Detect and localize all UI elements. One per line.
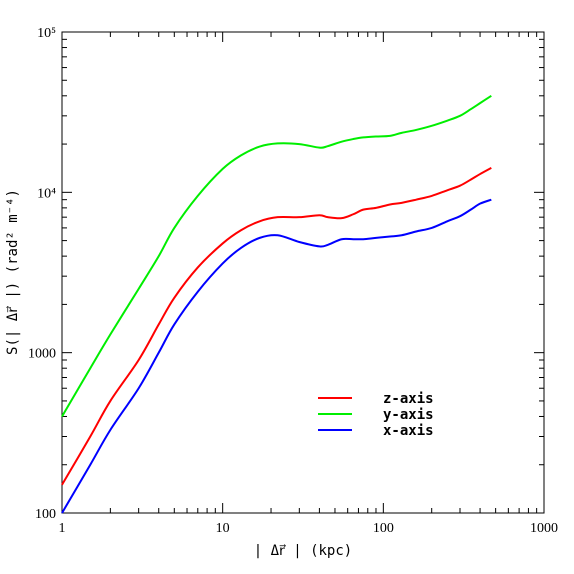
y-axis-label: S(| Δr⃗ |) (rad² m⁻⁴) — [5, 189, 21, 355]
legend-label-y-axis: y-axis — [383, 407, 434, 423]
x-tick-label: 100 — [373, 521, 394, 536]
series-line-y-axis — [61, 94, 492, 417]
x-tick-label: 1 — [59, 521, 66, 536]
y-tick-label: 10⁴ — [37, 186, 56, 201]
y-tick-labels: 100 1000 10⁴ 10⁵ — [28, 26, 56, 522]
plot-frame — [61, 31, 545, 514]
series-lines — [61, 94, 492, 514]
y-tick-label: 100 — [35, 507, 56, 522]
x-tick-labels: 1 10 100 1000 — [59, 521, 559, 536]
series-line-x-axis — [61, 198, 492, 514]
legend-label-z-axis: z-axis — [383, 391, 434, 407]
y-tick-label: 1000 — [28, 347, 56, 362]
x-tick-label: 10 — [216, 521, 230, 536]
axis-ticks — [61, 31, 545, 514]
x-tick-label: 1000 — [530, 521, 558, 536]
y-tick-label: 10⁵ — [37, 26, 56, 41]
legend-label-x-axis: x-axis — [383, 423, 434, 439]
x-axis-label: | Δr⃗ | (kpc) — [254, 543, 352, 559]
series-line-z-axis — [61, 167, 492, 486]
